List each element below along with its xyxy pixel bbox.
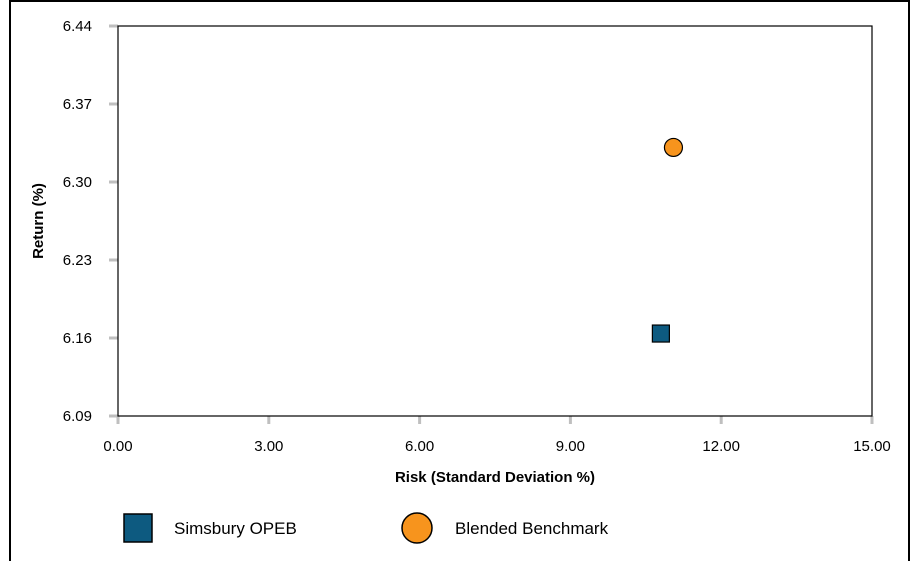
x-axis-title: Risk (Standard Deviation %)	[395, 469, 595, 486]
y-tick-label: 6.37	[63, 96, 92, 113]
point-blended-benchmark	[663, 137, 684, 158]
x-tick-label: 3.00	[254, 438, 283, 455]
x-axis-ticks: 0.00 3.00 6.00 9.00 12.00 15.00	[103, 416, 891, 455]
y-tick-label: 6.16	[63, 330, 92, 347]
plot-area	[117, 25, 873, 417]
legend-square-icon	[123, 513, 153, 543]
x-tick-label: 15.00	[853, 438, 891, 455]
data-points	[651, 137, 684, 343]
x-tick-label: 12.00	[702, 438, 740, 455]
x-tick-label: 6.00	[405, 438, 434, 455]
legend-label: Blended Benchmark	[455, 519, 609, 538]
x-tick-label: 0.00	[103, 438, 132, 455]
y-tick-label: 6.09	[63, 408, 92, 425]
point-simsbury-opeb	[651, 324, 670, 343]
legend-circle-icon	[401, 512, 433, 544]
y-axis-title: Return (%)	[30, 183, 47, 259]
y-tick-label: 6.23	[63, 252, 92, 269]
chart-frame	[9, 0, 910, 561]
y-tick-label: 6.30	[63, 174, 92, 191]
legend-label: Simsbury OPEB	[174, 519, 297, 538]
x-tick-label: 9.00	[556, 438, 585, 455]
y-axis-ticks: 6.44 6.37 6.30 6.23 6.16 6.09	[63, 18, 118, 425]
legend: Simsbury OPEB Blended Benchmark	[123, 512, 609, 544]
y-tick-label: 6.44	[63, 18, 92, 35]
